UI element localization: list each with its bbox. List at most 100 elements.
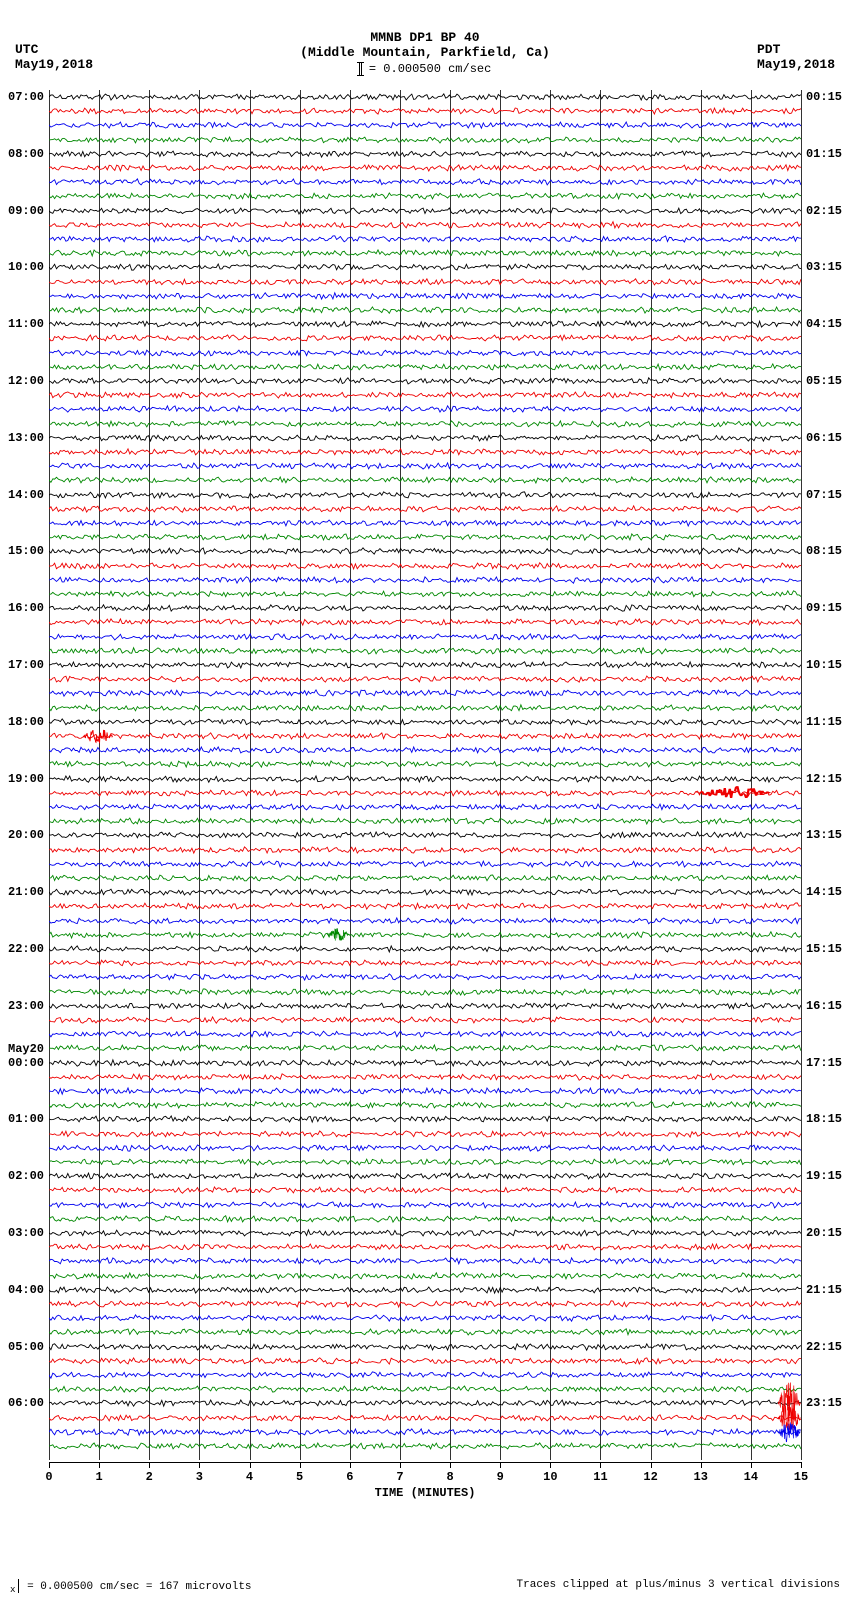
trace-row: [49, 729, 801, 743]
x-tick: [751, 1462, 752, 1468]
trace-waveform: [49, 1354, 801, 1368]
footer-left: x = 0.000500 cm/sec = 167 microvolts: [10, 1579, 252, 1595]
trace-waveform: [49, 630, 801, 644]
trace-waveform: [49, 715, 801, 729]
trace-row: [49, 133, 801, 147]
trace-waveform: [49, 360, 801, 374]
tz-right-date: May19,2018: [757, 57, 835, 72]
time-label-utc: 19:00: [8, 772, 44, 786]
trace-row: [49, 331, 801, 345]
trace-row: [49, 516, 801, 530]
trace-waveform: [49, 885, 801, 899]
time-label-pdt: 05:15: [806, 374, 842, 388]
time-label-pdt: 11:15: [806, 715, 842, 729]
time-label-pdt: 01:15: [806, 147, 842, 161]
trace-row: [49, 104, 801, 118]
trace-row: [49, 914, 801, 928]
trace-waveform: [49, 729, 801, 743]
trace-row: [49, 630, 801, 644]
time-label-pdt: 12:15: [806, 772, 842, 786]
tz-left-block: UTC May19,2018: [15, 42, 93, 72]
trace-row: [49, 488, 801, 502]
time-label-utc: 13:00: [8, 431, 44, 445]
trace-waveform: [49, 1240, 801, 1254]
trace-row: [49, 246, 801, 260]
tz-right-name: PDT: [757, 42, 835, 57]
trace-row: [49, 1169, 801, 1183]
trace-row: [49, 658, 801, 672]
time-label-utc: 12:00: [8, 374, 44, 388]
trace-waveform: [49, 843, 801, 857]
trace-row: [49, 743, 801, 757]
trace-row: [49, 1382, 801, 1396]
trace-row: [49, 1240, 801, 1254]
x-tick: [350, 1462, 351, 1468]
trace-waveform: [49, 246, 801, 260]
trace-waveform: [49, 1212, 801, 1226]
trace-row: [49, 1226, 801, 1240]
trace-waveform: [49, 175, 801, 189]
trace-row: [49, 275, 801, 289]
trace-row: [49, 1297, 801, 1311]
trace-row: [49, 715, 801, 729]
time-label-pdt: 04:15: [806, 317, 842, 331]
trace-waveform: [49, 1340, 801, 1354]
plot-area: [49, 90, 801, 1460]
trace-waveform: [49, 1084, 801, 1098]
trace-row: [49, 1396, 801, 1410]
trace-row: [49, 431, 801, 445]
time-label-pdt: 20:15: [806, 1226, 842, 1240]
trace-row: [49, 1183, 801, 1197]
trace-waveform: [49, 289, 801, 303]
trace-row: [49, 956, 801, 970]
trace-row: [49, 828, 801, 842]
trace-waveform: [49, 1311, 801, 1325]
time-label-pdt: 15:15: [806, 942, 842, 956]
trace-waveform: [49, 473, 801, 487]
trace-row: [49, 90, 801, 104]
trace-row: [49, 1212, 801, 1226]
time-label-pdt: 14:15: [806, 885, 842, 899]
trace-waveform: [49, 317, 801, 331]
gridline-vertical: [801, 90, 802, 1460]
x-tick-label: 1: [96, 1470, 103, 1484]
trace-row: [49, 1112, 801, 1126]
time-label-pdt: 13:15: [806, 828, 842, 842]
x-tick: [600, 1462, 601, 1468]
time-label-pdt: 08:15: [806, 544, 842, 558]
trace-waveform: [49, 232, 801, 246]
x-tick-label: 2: [146, 1470, 153, 1484]
trace-row: [49, 118, 801, 132]
x-tick: [300, 1462, 301, 1468]
x-tick-label: 0: [45, 1470, 52, 1484]
time-label-utc: 11:00: [8, 317, 44, 331]
trace-row: [49, 1056, 801, 1070]
time-label-pdt: 19:15: [806, 1169, 842, 1183]
x-tick: [199, 1462, 200, 1468]
trace-waveform: [49, 1269, 801, 1283]
footer-left-text: = 0.000500 cm/sec = 167 microvolts: [21, 1581, 252, 1593]
trace-row: [49, 374, 801, 388]
trace-waveform: [49, 530, 801, 544]
time-label-utc: 22:00: [8, 942, 44, 956]
time-label-utc: 03:00: [8, 1226, 44, 1240]
trace-waveform: [49, 1198, 801, 1212]
x-axis: TIME (MINUTES) 0123456789101112131415: [49, 1462, 801, 1502]
trace-row: [49, 260, 801, 274]
trace-row: [49, 999, 801, 1013]
time-label-utc: 20:00: [8, 828, 44, 842]
trace-waveform: [49, 260, 801, 274]
time-label-pdt: 09:15: [806, 601, 842, 615]
trace-waveform: [49, 601, 801, 615]
trace-row: [49, 757, 801, 771]
time-label-pdt: 17:15: [806, 1056, 842, 1070]
header: MMNB DP1 BP 40 (Middle Mountain, Parkfie…: [0, 0, 850, 60]
trace-row: [49, 232, 801, 246]
time-label-utc: 07:00: [8, 90, 44, 104]
trace-waveform: [49, 402, 801, 416]
trace-row: [49, 1084, 801, 1098]
trace-row: [49, 346, 801, 360]
trace-row: [49, 147, 801, 161]
trace-row: [49, 587, 801, 601]
trace-row: [49, 473, 801, 487]
